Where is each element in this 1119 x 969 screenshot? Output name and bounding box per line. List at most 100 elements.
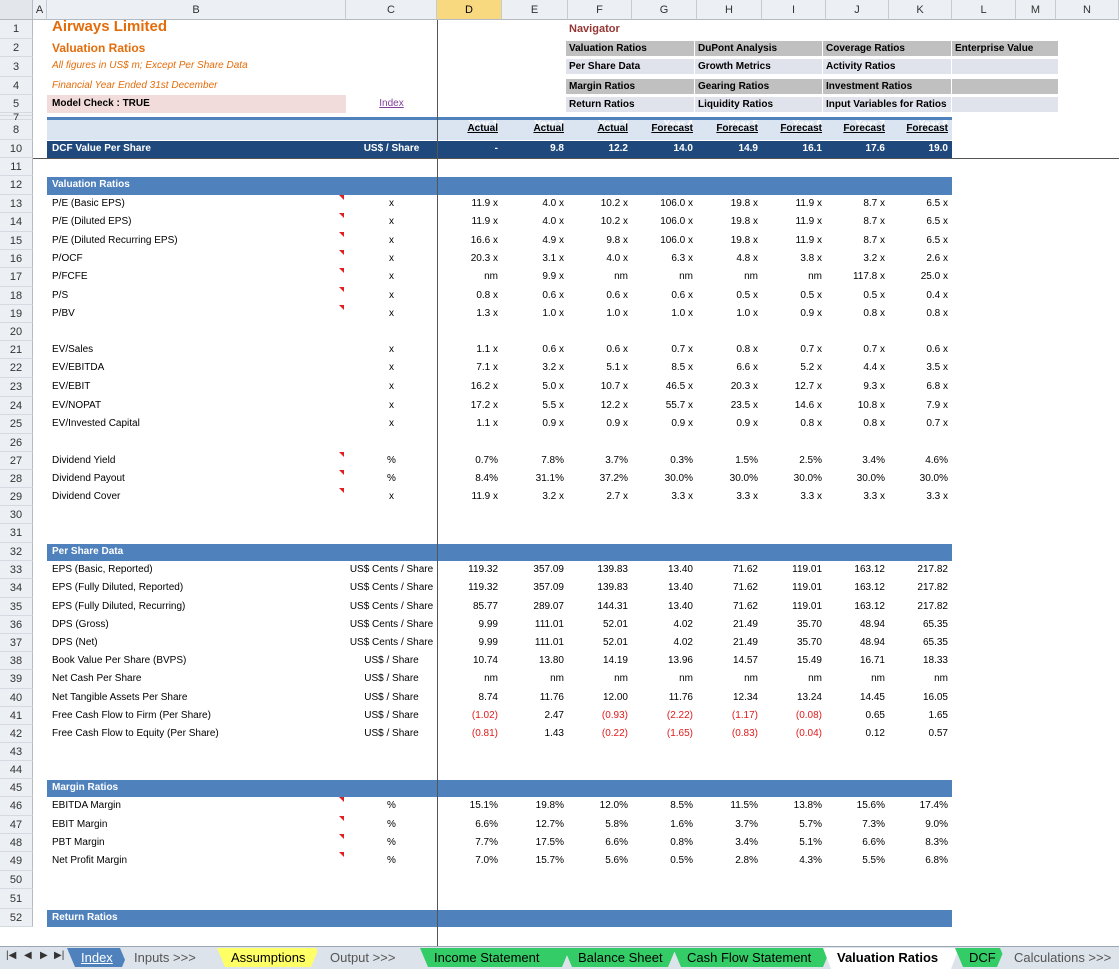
value-cell[interactable]: 6.8%	[925, 855, 948, 866]
value-cell[interactable]: 119.01	[792, 582, 822, 593]
row-header[interactable]: 36	[0, 616, 33, 634]
comment-indicator[interactable]	[339, 213, 344, 218]
row-header[interactable]: 44	[0, 761, 33, 779]
value-cell[interactable]: 9.0%	[925, 819, 948, 830]
comment-indicator[interactable]	[339, 287, 344, 292]
value-cell[interactable]: 3.5 x	[926, 362, 948, 373]
value-cell[interactable]: 7.3%	[862, 819, 885, 830]
row-header[interactable]: 43	[0, 743, 33, 761]
value-cell[interactable]: 11.9 x	[795, 198, 823, 209]
value-cell[interactable]: 119.32	[468, 582, 498, 593]
row-header[interactable]: 17	[0, 268, 33, 287]
value-cell[interactable]: 3.7%	[735, 819, 758, 830]
value-cell[interactable]: 2.47	[544, 710, 564, 721]
value-cell[interactable]: 3.2 x	[542, 362, 564, 373]
row-header[interactable]: 22	[0, 359, 33, 378]
column-header-e[interactable]: E	[502, 0, 568, 20]
value-cell[interactable]: 0.8 x	[800, 418, 822, 429]
value-cell[interactable]: 1.43	[544, 728, 564, 739]
value-cell[interactable]: 4.02	[673, 619, 693, 630]
value-cell[interactable]: 71.62	[732, 601, 758, 612]
value-cell[interactable]: 19.8 x	[730, 235, 758, 246]
value-cell[interactable]: 357.09	[533, 582, 564, 593]
value-cell[interactable]: 10.7 x	[600, 381, 628, 392]
value-cell[interactable]: 71.62	[732, 582, 758, 593]
value-cell[interactable]: 8.5%	[670, 800, 693, 811]
value-cell[interactable]: 1.0 x	[542, 308, 564, 319]
value-cell[interactable]: 35.70	[796, 619, 822, 630]
value-cell[interactable]: 3.2 x	[542, 491, 564, 502]
row-header[interactable]: 25	[0, 415, 33, 434]
value-cell[interactable]: 0.9 x	[736, 418, 758, 429]
comment-indicator[interactable]	[339, 470, 344, 475]
value-cell[interactable]: 0.6 x	[926, 344, 948, 355]
row-header[interactable]: 11	[0, 158, 33, 176]
value-cell[interactable]: (0.08)	[795, 710, 822, 721]
value-cell[interactable]: 16.6 x	[470, 235, 498, 246]
value-cell[interactable]: 15.6%	[856, 800, 885, 811]
value-cell[interactable]: 163.12	[854, 582, 885, 593]
value-cell[interactable]: 7.9 x	[926, 400, 948, 411]
value-cell[interactable]: (0.81)	[471, 728, 498, 739]
sheet-tab-balance-sheet[interactable]: Balance Sheet	[564, 948, 676, 967]
comment-indicator[interactable]	[339, 834, 344, 839]
value-cell[interactable]: 9.99	[478, 619, 498, 630]
value-cell[interactable]: 13.24	[796, 692, 822, 703]
value-cell[interactable]: 0.9 x	[542, 418, 564, 429]
comment-indicator[interactable]	[339, 452, 344, 457]
column-header-l[interactable]: L	[952, 0, 1016, 20]
first-sheet-icon[interactable]: |◀	[6, 950, 17, 961]
value-cell[interactable]: 16.2 x	[470, 381, 498, 392]
value-cell[interactable]: 19.8 x	[730, 216, 758, 227]
value-cell[interactable]: 0.9 x	[800, 308, 822, 319]
value-cell[interactable]: 5.1%	[799, 837, 822, 848]
value-cell[interactable]: 2.6 x	[926, 253, 948, 264]
value-cell[interactable]: 8.74	[478, 692, 498, 703]
sheet-tab-index[interactable]: Index	[67, 948, 130, 967]
row-header[interactable]: 47	[0, 816, 33, 834]
value-cell[interactable]: 16.71	[859, 655, 885, 666]
row-header[interactable]: 10	[0, 140, 33, 158]
row-header[interactable]: 1	[0, 20, 33, 39]
nav-link-return-ratios[interactable]: Return Ratios	[566, 97, 694, 112]
value-cell[interactable]: 139.83	[597, 582, 628, 593]
value-cell[interactable]: 0.8%	[670, 837, 693, 848]
value-cell[interactable]: 13.96	[667, 655, 693, 666]
row-header[interactable]: 41	[0, 707, 33, 725]
value-cell[interactable]: 13.40	[667, 601, 693, 612]
column-header-g[interactable]: G	[632, 0, 697, 20]
value-cell[interactable]: 11.5%	[730, 800, 758, 811]
nav-link-per-share-data[interactable]: Per Share Data	[566, 59, 694, 74]
value-cell[interactable]: 17.2 x	[470, 400, 498, 411]
value-cell[interactable]: 119.01	[792, 601, 822, 612]
value-cell[interactable]: 106.0 x	[660, 216, 693, 227]
value-cell[interactable]: 7.8%	[541, 455, 564, 466]
value-cell[interactable]: 0.6 x	[671, 290, 693, 301]
row-header[interactable]: 20	[0, 323, 33, 341]
row-header[interactable]: 8	[0, 120, 33, 140]
value-cell[interactable]: 4.0 x	[606, 253, 628, 264]
value-cell[interactable]: 85.77	[472, 601, 498, 612]
nav-link-input-variables-for-ratios[interactable]: Input Variables for Ratios	[823, 97, 951, 112]
value-cell[interactable]: 6.5 x	[926, 198, 948, 209]
row-header[interactable]: 5	[0, 95, 33, 113]
value-cell[interactable]: (1.65)	[666, 728, 693, 739]
value-cell[interactable]: 0.4 x	[926, 290, 948, 301]
value-cell[interactable]: 0.6 x	[542, 344, 564, 355]
row-header[interactable]: 42	[0, 725, 33, 743]
comment-indicator[interactable]	[339, 852, 344, 857]
value-cell[interactable]: (0.83)	[731, 728, 758, 739]
row-header[interactable]: 34	[0, 579, 33, 598]
row-header[interactable]: 48	[0, 834, 33, 852]
value-cell[interactable]: 7.7%	[475, 837, 498, 848]
row-header[interactable]: 37	[0, 634, 33, 652]
value-cell[interactable]: (1.17)	[731, 710, 758, 721]
value-cell[interactable]: nm	[744, 271, 758, 282]
value-cell[interactable]: 10.74	[472, 655, 498, 666]
value-cell[interactable]: nm	[808, 271, 822, 282]
value-cell[interactable]: 3.7%	[605, 455, 628, 466]
value-cell[interactable]: 5.1 x	[606, 362, 628, 373]
value-cell[interactable]: 12.0%	[599, 800, 628, 811]
value-cell[interactable]: 11.9 x	[795, 235, 823, 246]
